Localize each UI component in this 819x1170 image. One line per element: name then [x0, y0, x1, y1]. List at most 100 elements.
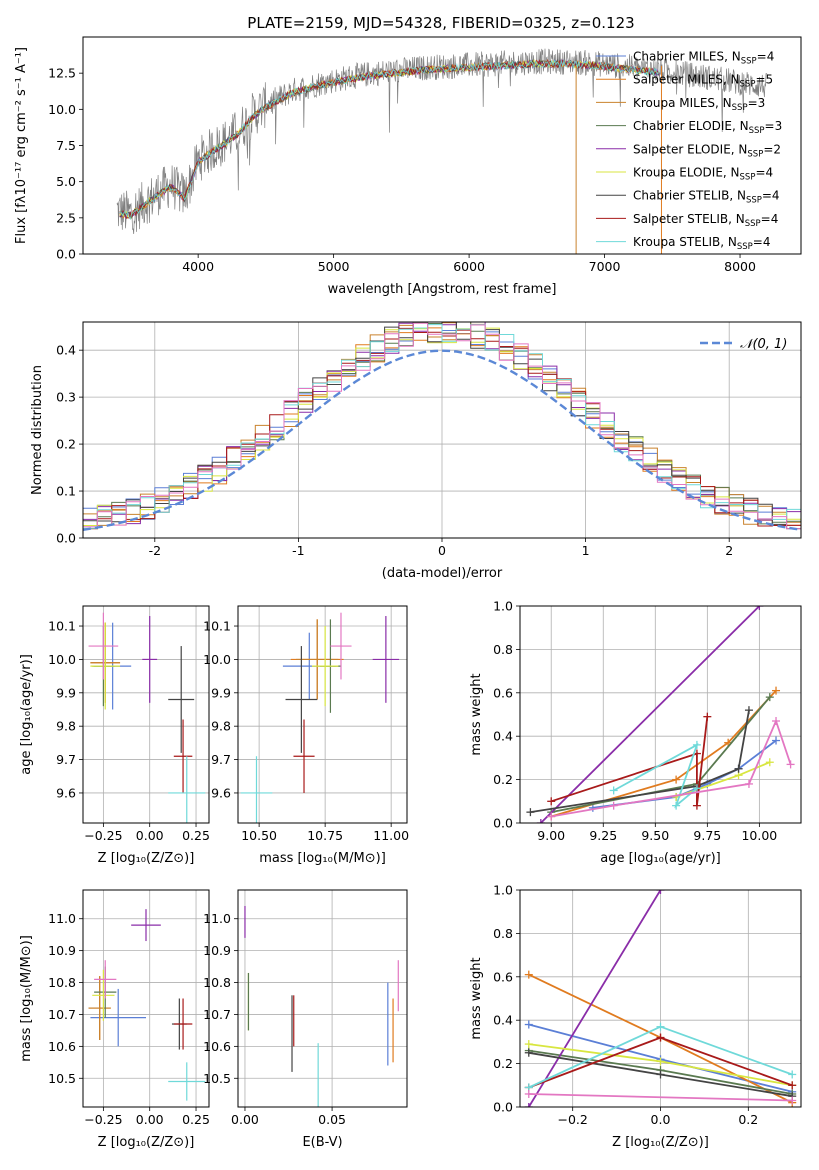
histogram-step-9: [83, 322, 801, 530]
spectrum-plot-area: [116, 48, 768, 254]
x-tick-label: 0.00: [136, 828, 164, 843]
y-tick-label: 0.4: [56, 343, 76, 358]
model-line-7: [119, 59, 660, 219]
y-tick-label: 9.9: [56, 685, 76, 700]
legend-entry-label: Salpeter MILES, NSSP=5: [633, 73, 773, 90]
legend-entry-label: Kroupa ELODIE, NSSP=4: [633, 166, 773, 183]
y-tick-label: 1.0: [493, 599, 513, 614]
y-tick-label: 9.6: [56, 785, 76, 800]
y-tick-label: 0.1: [56, 484, 76, 499]
y-tick-label: 0.0: [493, 816, 513, 831]
massweight-age-chart: 9.00 9.25 9.50 9.75 10.00 0.0 0.2 0.4 0.6 0.8 1.0 a…: [469, 599, 802, 866]
x-tick-label: 10.50: [241, 828, 277, 843]
x-tick-label: −0.25: [84, 828, 122, 843]
y-tick-label: 0.3: [56, 390, 76, 405]
x-axis-label: E(B-V): [302, 1135, 342, 1150]
y-axis-label: age [log₁₀(age/yr)]: [19, 654, 34, 775]
errorbar-point: [88, 976, 111, 1040]
x-tick-label: 0.00: [231, 1112, 259, 1127]
line-plot-area: [524, 890, 797, 1107]
errorbar-point: [296, 619, 339, 700]
y-tick-label: 9.6: [211, 785, 231, 800]
series-line-3: [528, 890, 662, 1107]
series-line-8: [551, 718, 792, 818]
x-axis-label: Z [log₁₀(Z/Z⊙)]: [612, 1135, 709, 1150]
y-tick-label: 0.6: [493, 685, 513, 700]
figure-title: PLATE=2159, MJD=54328, FIBERID=0325, z=0…: [247, 14, 634, 32]
legend-entry-label: Chabrier ELODIE, NSSP=3: [633, 119, 782, 136]
x-tick-label: 9.25: [589, 828, 617, 843]
y-tick-label: 5.0: [56, 174, 76, 189]
y-tick-label: 9.7: [56, 752, 76, 767]
legend-entry-label: Chabrier STELIB, NSSP=4: [633, 189, 780, 206]
y-tick-label: 11.0: [203, 911, 231, 926]
series-line-2: [551, 696, 771, 813]
y-tick-label: 0.0: [493, 1100, 513, 1115]
x-tick-label: 2: [725, 543, 733, 558]
y-axis-label: mass weight: [469, 673, 484, 755]
y-tick-label: 10.1: [48, 619, 76, 634]
x-tick-label: 0: [438, 543, 446, 558]
errorbar-point: [92, 969, 115, 1021]
age-mass-chart: 10.50 10.75 11.00 9.6 9.7 9.8 9.9 10.0 10.1 mass …: [203, 605, 409, 866]
series-line-6: [550, 716, 709, 806]
x-tick-label: 0.25: [182, 828, 210, 843]
y-tick-label: 0.8: [493, 926, 513, 941]
x-tick-label: 9.75: [693, 828, 721, 843]
legend-entry-label: Kroupa STELIB, NSSP=4: [633, 235, 771, 252]
errorbar-point: [240, 756, 273, 823]
mass-EBV-chart: 0.00 0.05 10.5 10.6 10.7 10.8 10.9 11.0 E(B-V): [203, 889, 408, 1150]
y-tick-label: 10.9: [48, 943, 76, 958]
axes-frame: [82, 889, 210, 1108]
y-tick-label: 10.9: [203, 943, 231, 958]
y-tick-label: 10.8: [48, 975, 76, 990]
y-tick-label: 11.0: [48, 911, 76, 926]
y-tick-label: 0.6: [493, 969, 513, 984]
x-tick-label: 11.00: [373, 828, 409, 843]
y-tick-label: 10.0: [48, 652, 76, 667]
series-line-3: [540, 606, 761, 823]
x-tick-label: 10.00: [741, 828, 777, 843]
x-tick-label: -2: [149, 543, 161, 558]
y-axis-label: Normed distribution: [30, 365, 45, 495]
x-tick-label: 10.75: [307, 828, 343, 843]
y-tick-label: 12.5: [48, 66, 76, 81]
y-tick-label: 0.2: [493, 1056, 513, 1071]
errorbar-point: [142, 616, 158, 703]
y-tick-label: 2.5: [56, 210, 76, 225]
errorbar-point: [330, 612, 352, 680]
x-tick-label: 9.00: [537, 828, 565, 843]
y-tick-label: 1.0: [493, 883, 513, 898]
y-tick-label: 0.8: [493, 642, 513, 657]
histogram-plot-area: [83, 322, 801, 531]
x-tick-label: 9.50: [641, 828, 669, 843]
errorbar-point: [168, 646, 195, 753]
y-tick-label: 9.9: [211, 685, 231, 700]
x-tick-label: −0.25: [84, 1112, 122, 1127]
y-tick-label: 0.4: [493, 1013, 513, 1028]
y-tick-label: 10.6: [203, 1039, 231, 1054]
x-axis-label: mass [log₁₀(M/M⊙)]: [259, 851, 386, 866]
y-tick-label: 9.8: [211, 719, 231, 734]
errorbar-plot-area: [240, 612, 400, 823]
x-axis-label: Z [log₁₀(Z/Z⊙)]: [98, 851, 195, 866]
y-tick-label: 9.7: [211, 752, 231, 767]
errorbar-point: [293, 719, 315, 793]
residual-histogram-chart: 𝒩(0, 1) -2 -1 0 1 2 0.0 0.1 0.2 0.3 0.4 (data-model…: [30, 321, 802, 581]
model-line-8: [119, 59, 660, 220]
x-tick-label: 0.05: [318, 1112, 346, 1127]
x-tick-label: 1: [582, 543, 590, 558]
errorbar-point: [285, 646, 318, 753]
y-tick-label: 10.5: [48, 1071, 76, 1086]
legend-entry-label: Salpeter ELODIE, NSSP=2: [633, 142, 781, 159]
errorbar-point: [88, 612, 119, 680]
massweight-Z-chart: −0.2 0.0 0.2 0.0 0.2 0.4 0.6 0.8 1.0 Z [log₁₀(Z/Z…: [469, 883, 802, 1150]
x-tick-label: −0.2: [558, 1112, 588, 1127]
y-tick-label: 0.2: [56, 437, 76, 452]
axes-frame: [519, 605, 802, 824]
histogram-step-8: [83, 324, 801, 529]
axes-frame: [237, 605, 408, 824]
errorbar-point: [173, 998, 193, 1050]
x-axis-label: age [log₁₀(age/yr)]: [600, 851, 721, 866]
x-tick-label: 8000: [724, 259, 756, 274]
